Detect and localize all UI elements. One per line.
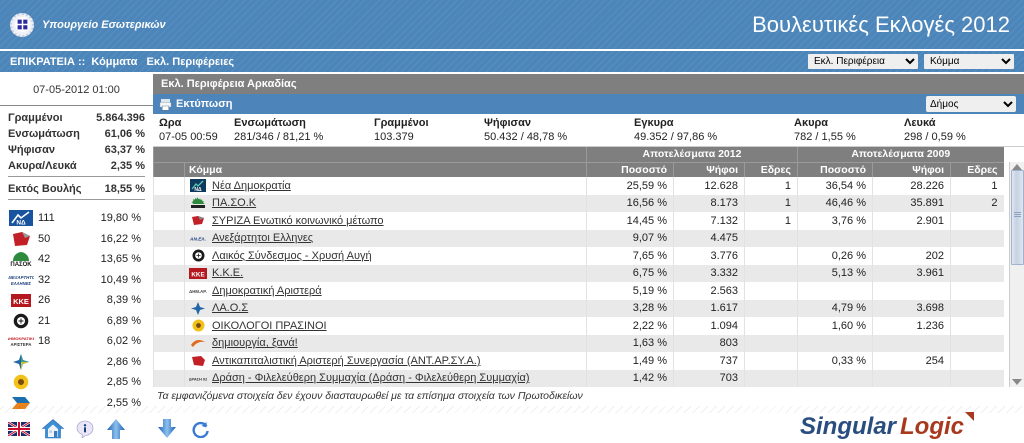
- svg-text:ΔΗΜ.ΑΡ.: ΔΗΜ.ΑΡ.: [189, 289, 207, 294]
- svg-text:ΠΑΣΟΚ: ΠΑΣΟΚ: [10, 262, 32, 267]
- svg-text:ΝΔ: ΝΔ: [194, 187, 202, 192]
- svg-text:ΑΡΙΣΤΕΡΑ: ΑΡΙΣΤΕΡΑ: [11, 342, 32, 347]
- svg-text:ΑΝΕΞΑΡΤΗΤΟΙ: ΑΝΕΞΑΡΤΗΤΟΙ: [8, 275, 34, 280]
- svg-text:ΚΚΕ: ΚΚΕ: [191, 271, 204, 278]
- svg-text:ΚΚΕ: ΚΚΕ: [13, 297, 29, 306]
- svg-text:ΔΡΑΣΗ 02: ΔΡΑΣΗ 02: [189, 376, 207, 381]
- svg-text:ΑΝ.ΕΛ.: ΑΝ.ΕΛ.: [189, 237, 206, 243]
- svg-text:ΝΔ: ΝΔ: [16, 220, 26, 227]
- svg-text:ΕΛΛΗΝΕΣ: ΕΛΛΗΝΕΣ: [11, 281, 32, 286]
- svg-text:ΔΗΜΟΚΡΑΤΙΚΗ: ΔΗΜΟΚΡΑΤΙΚΗ: [8, 336, 34, 341]
